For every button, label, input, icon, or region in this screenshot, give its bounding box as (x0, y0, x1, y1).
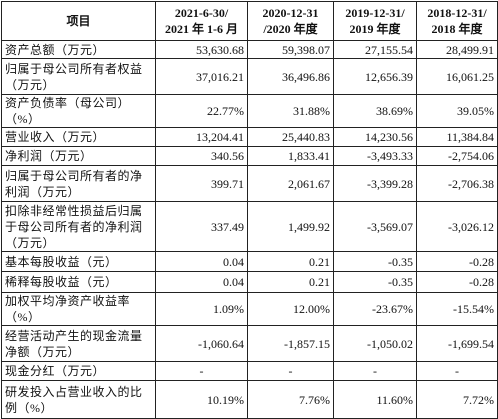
value-cell: -3,493.33 (333, 146, 417, 166)
row-label: 营业收入（万元） (1, 127, 156, 147)
row-label: 扣除非经常性损益后归属于母公司所有者的净利润（万元） (1, 201, 156, 252)
value-cell: 27,155.54 (333, 40, 417, 59)
row-label: 资产总额（万元） (1, 40, 156, 59)
value-cell: -0.35 (333, 251, 417, 272)
value-cell: -0.35 (333, 271, 417, 293)
header-cell: 项目 (1, 1, 156, 41)
value-cell: -3,399.28 (333, 165, 417, 202)
header-cell: 2018-12-31/ 2018 年度 (416, 1, 498, 41)
value-cell: 0.21 (247, 271, 334, 293)
header-cell: 2021-6-30/ 2021 年 1-6 月 (155, 1, 248, 41)
value-cell: -1,050.02 (333, 325, 417, 362)
value-cell: 7.76% (247, 380, 334, 419)
value-cell: -2,754.06 (416, 146, 498, 166)
row-label: 研发投入占营业收入的比例（%） (1, 380, 156, 419)
table-row: 营业收入（万元） 13,204.41 25,440.83 14,230.56 11,38… (1, 127, 498, 147)
table-row: 资产负债率（母公司）（%） 22.77% 31.88% 38.69% 39.05% (1, 94, 498, 128)
value-cell: - (416, 361, 498, 381)
table-row: 加权平均净资产收益率（%） 1.09% 12.00% -23.67% -15.54% (1, 292, 498, 326)
value-cell: 399.71 (155, 165, 248, 202)
row-label: 归属于母公司所有者的净利润（万元） (1, 165, 156, 202)
table-row: 扣除非经常性损益后归属于母公司所有者的净利润（万元） 337.49 1,499.92… (1, 201, 498, 252)
value-cell: 14,230.56 (333, 127, 417, 147)
value-cell: -3,026.12 (416, 201, 498, 252)
value-cell: 12.00% (247, 292, 334, 326)
header-row: 项目 2021-6-30/ 2021 年 1-6 月 2020-12-31 /202… (1, 1, 498, 41)
value-cell: 25,440.83 (247, 127, 334, 147)
row-label: 经营活动产生的现金流量净额（万元） (1, 325, 156, 362)
value-cell: 1,833.41 (247, 146, 334, 166)
value-cell: 11.60% (333, 380, 417, 419)
value-cell: -1,857.15 (247, 325, 334, 362)
value-cell: -23.67% (333, 292, 417, 326)
value-cell: 36,496.86 (247, 58, 334, 95)
value-cell: 7.72% (416, 380, 498, 419)
value-cell: -3,569.07 (333, 201, 417, 252)
value-cell: 0.21 (247, 251, 334, 272)
row-label: 加权平均净资产收益率（%） (1, 292, 156, 326)
value-cell: 39.05% (416, 94, 498, 128)
table-row: 净利润（万元） 340.56 1,833.41 -3,493.33 -2,754.06 (1, 146, 498, 166)
value-cell: 12,656.39 (333, 58, 417, 95)
table-row: 经营活动产生的现金流量净额（万元） -1,060.64 -1,857.15 -1,05… (1, 325, 498, 362)
value-cell: -0.28 (416, 251, 498, 272)
value-cell: 2,061.67 (247, 165, 334, 202)
table-row: 稀释每股收益（元） 0.04 0.21 -0.35 -0.28 (1, 271, 498, 293)
row-label: 资产负债率（母公司）（%） (1, 94, 156, 128)
value-cell: 0.04 (155, 271, 248, 293)
table-body: 资产总额（万元） 53,630.68 59,398.07 27,155.54 28,49… (1, 40, 498, 419)
value-cell: 38.69% (333, 94, 417, 128)
value-cell: -0.28 (416, 271, 498, 293)
value-cell: - (247, 361, 334, 381)
value-cell: 16,061.25 (416, 58, 498, 95)
header-cell: 2019-12-31/ 2019 年度 (333, 1, 417, 41)
value-cell: 59,398.07 (247, 40, 334, 59)
value-cell: 11,384.84 (416, 127, 498, 147)
value-cell: 37,016.21 (155, 58, 248, 95)
value-cell: -1,060.64 (155, 325, 248, 362)
value-cell: 1.09% (155, 292, 248, 326)
value-cell: 53,630.68 (155, 40, 248, 59)
row-label: 现金分红（万元） (1, 361, 156, 381)
value-cell: 0.04 (155, 251, 248, 272)
table-row: 现金分红（万元） - - - - (1, 361, 498, 381)
table-row: 归属于母公司所有者的净利润（万元） 399.71 2,061.67 -3,399.28… (1, 165, 498, 202)
value-cell: 340.56 (155, 146, 248, 166)
value-cell: 28,499.91 (416, 40, 498, 59)
value-cell: 22.77% (155, 94, 248, 128)
table-row: 研发投入占营业收入的比例（%） 10.19% 7.76% 11.60% 7.72% (1, 380, 498, 419)
value-cell: 31.88% (247, 94, 334, 128)
row-label: 基本每股收益（元） (1, 251, 156, 272)
value-cell: - (333, 361, 417, 381)
table-row: 基本每股收益（元） 0.04 0.21 -0.35 -0.28 (1, 251, 498, 272)
value-cell: 10.19% (155, 380, 248, 419)
value-cell: 1,499.92 (247, 201, 334, 252)
row-label: 净利润（万元） (1, 146, 156, 166)
value-cell: - (155, 361, 248, 381)
value-cell: -2,706.38 (416, 165, 498, 202)
header-cell: 2020-12-31 /2020 年度 (247, 1, 334, 41)
value-cell: -1,699.54 (416, 325, 498, 362)
value-cell: 337.49 (155, 201, 248, 252)
value-cell: 13,204.41 (155, 127, 248, 147)
value-cell: -15.54% (416, 292, 498, 326)
row-label: 稀释每股收益（元） (1, 271, 156, 293)
table-row: 资产总额（万元） 53,630.68 59,398.07 27,155.54 28,49… (1, 40, 498, 59)
table-row: 归属于母公司所有者权益（万元） 37,016.21 36,496.86 12,656.… (1, 58, 498, 95)
row-label: 归属于母公司所有者权益（万元） (1, 58, 156, 95)
